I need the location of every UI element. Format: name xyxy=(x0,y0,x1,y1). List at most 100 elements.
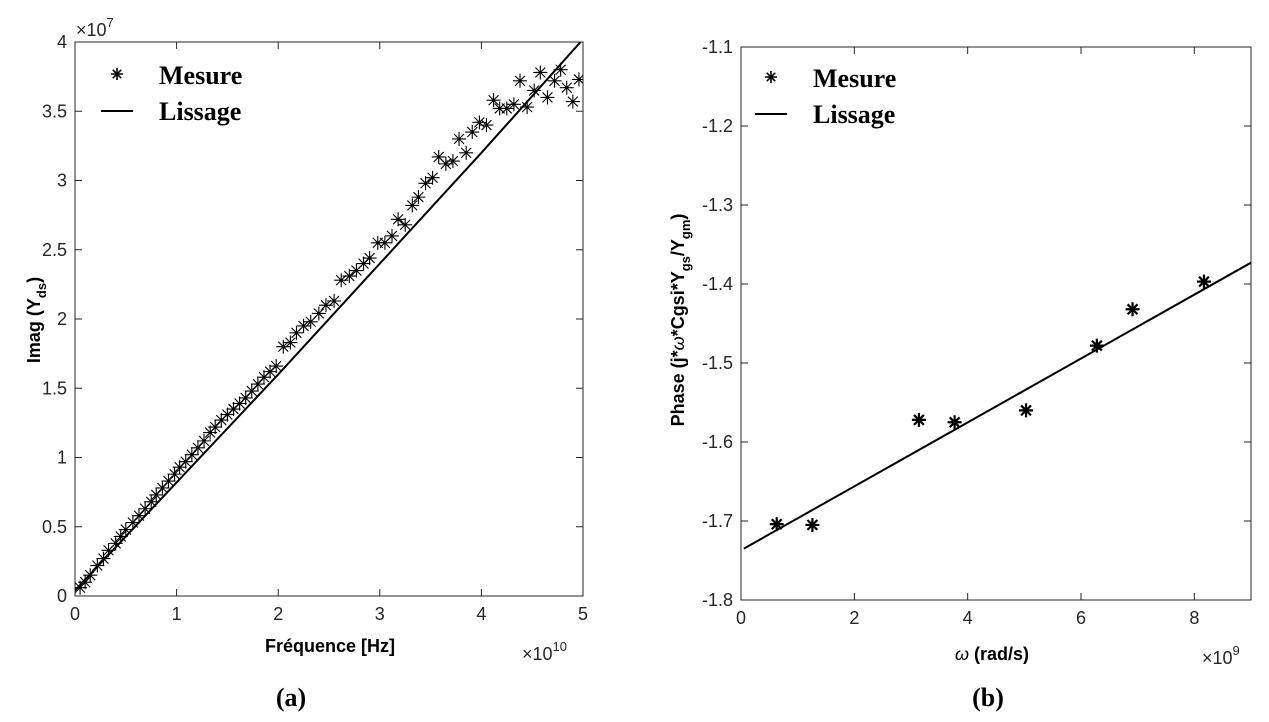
data-point xyxy=(506,97,521,112)
x-tick-label: 3 xyxy=(375,604,385,624)
legend-marker-mesure xyxy=(765,71,777,83)
data-point xyxy=(947,415,962,430)
y-tick-label: 2 xyxy=(57,309,67,329)
data-layer xyxy=(75,42,583,595)
data-point xyxy=(805,517,820,532)
data-point xyxy=(289,325,304,340)
data-layer xyxy=(743,261,1251,550)
x-axis-label: ω (rad/s) xyxy=(955,644,1029,664)
x-tick-label: 0 xyxy=(70,604,80,624)
data-point xyxy=(311,306,326,321)
data-point xyxy=(356,256,371,271)
data-point xyxy=(1196,274,1211,289)
y-tick-label: 4 xyxy=(57,32,67,52)
data-point xyxy=(559,80,574,95)
data-point xyxy=(155,480,170,495)
data-point xyxy=(1125,302,1140,317)
y-tick-label: -1.3 xyxy=(702,195,733,215)
data-point xyxy=(486,93,501,108)
data-point xyxy=(445,154,460,169)
x-multiplier-exp: 9 xyxy=(1233,643,1240,658)
data-point xyxy=(101,543,116,558)
data-point xyxy=(303,314,318,329)
y-axis-label: Phase (j*ω*Cgsi*Ygs/Ygm) xyxy=(668,214,693,427)
data-point xyxy=(125,515,140,530)
data-point xyxy=(431,149,446,164)
data-point xyxy=(214,413,229,428)
legend: Mesure Lissage xyxy=(755,64,896,129)
x-multiplier-exp: 10 xyxy=(553,639,567,654)
data-point xyxy=(459,145,474,160)
data-point xyxy=(492,101,507,116)
y-multiplier: ×107 xyxy=(76,15,114,40)
data-point xyxy=(1019,403,1034,418)
y-tick-label: 3.5 xyxy=(42,101,67,121)
data-point xyxy=(75,580,88,595)
data-point xyxy=(178,454,193,469)
y-tick-label: 0 xyxy=(57,586,67,606)
legend-label-lissage: Lissage xyxy=(813,100,895,129)
plot-area xyxy=(740,46,1252,601)
data-point xyxy=(327,293,342,308)
x-tick-label: 2 xyxy=(849,608,859,628)
data-point xyxy=(283,335,298,350)
x-multiplier: ×1010 xyxy=(522,639,567,664)
x-tick-label: 4 xyxy=(476,604,486,624)
x-tick-label: 4 xyxy=(963,608,973,628)
data-point xyxy=(769,517,784,532)
data-point xyxy=(172,460,187,475)
data-point xyxy=(479,118,494,133)
data-point xyxy=(250,377,265,392)
data-point xyxy=(256,370,271,385)
data-point xyxy=(391,212,406,227)
y-tick-label: -1.2 xyxy=(702,116,733,136)
data-point xyxy=(190,440,205,455)
legend-label-lissage: Lissage xyxy=(159,97,241,126)
data-point xyxy=(520,100,535,115)
data-point xyxy=(238,390,253,405)
data-point xyxy=(113,529,128,544)
data-point xyxy=(118,522,133,537)
data-point xyxy=(108,536,123,551)
data-point xyxy=(342,269,357,284)
y-tick-label: 3 xyxy=(57,171,67,191)
data-point xyxy=(269,359,284,374)
data-point xyxy=(78,575,93,590)
x-axis-label: Fréquence [Hz] xyxy=(265,636,395,656)
data-point xyxy=(472,115,487,130)
x-tick-label: 8 xyxy=(1189,608,1199,628)
panel-caption: (b) xyxy=(972,683,1004,712)
data-point xyxy=(418,176,433,191)
x-tick-label: 6 xyxy=(1076,608,1086,628)
data-point xyxy=(513,73,528,88)
chart-panel-b: 0 2 4 6 8 -1.8 -1.7 -1.6 -1.5 -1.4 -1.3 -1.2 -1.1 Mes… xyxy=(668,37,1252,712)
data-point xyxy=(167,467,182,482)
y-tick-label: -1.4 xyxy=(702,274,733,294)
data-point xyxy=(138,501,153,516)
legend-label-mesure: Mesure xyxy=(159,61,242,90)
y-multiplier-exp: 7 xyxy=(107,15,114,30)
data-point xyxy=(405,198,420,213)
data-point xyxy=(296,318,311,333)
data-point xyxy=(197,433,212,448)
data-point xyxy=(398,217,413,232)
data-point xyxy=(161,474,176,489)
data-point xyxy=(144,494,159,509)
y-tick-label: 1 xyxy=(57,448,67,468)
data-point xyxy=(362,251,377,266)
series-line-lissage xyxy=(75,42,582,592)
panel-caption: (a) xyxy=(276,683,306,712)
data-point xyxy=(571,72,583,87)
data-point xyxy=(527,83,542,98)
legend-marker-mesure xyxy=(111,68,123,80)
data-point xyxy=(149,487,164,502)
data-point xyxy=(263,364,278,379)
data-point xyxy=(465,125,480,140)
legend-label-mesure: Mesure xyxy=(813,64,896,93)
x-multiplier: ×109 xyxy=(1202,643,1240,668)
data-point xyxy=(132,508,147,523)
data-point xyxy=(370,235,385,250)
data-point xyxy=(540,90,555,105)
y-tick-label: -1.6 xyxy=(702,432,733,452)
